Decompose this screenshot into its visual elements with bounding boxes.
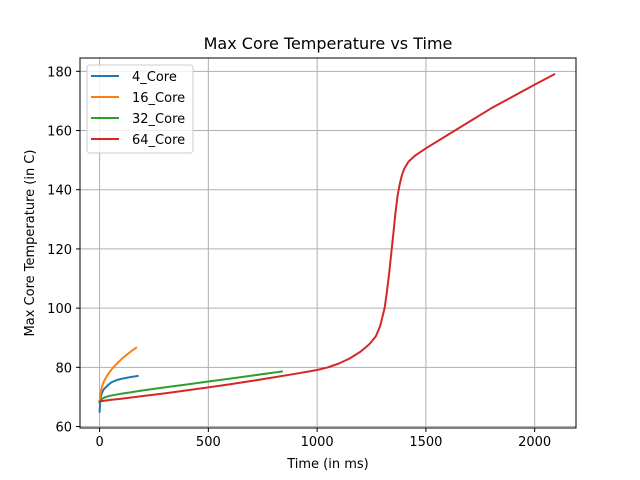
y-axis-label: Max Core Temperature (in C) (23, 150, 38, 337)
y-tick-label: 160 (47, 125, 72, 140)
legend-label-16-core: 16_Core (132, 91, 185, 106)
x-tick-label: 1000 (301, 435, 334, 450)
y-tick-label: 120 (47, 243, 72, 258)
y-tick-label: 180 (47, 65, 72, 80)
x-tick-label: 1500 (409, 435, 442, 450)
legend-label-64-core: 64_Core (132, 133, 185, 148)
y-tick-label: 60 (55, 421, 72, 436)
y-tick-label: 80 (55, 361, 72, 376)
y-tick-label: 100 (47, 302, 72, 317)
legend: 4_Core 16_Core 32_Core 64_Core (87, 65, 193, 153)
x-tick-label: 500 (196, 435, 221, 450)
legend-label-32-core: 32_Core (132, 112, 185, 127)
x-tick-label: 2000 (518, 435, 551, 450)
legend-label-4-core: 4_Core (132, 70, 177, 85)
x-tick-label: 0 (95, 435, 103, 450)
chart-title: Max Core Temperature vs Time (204, 34, 453, 53)
y-tick-label: 140 (47, 184, 72, 199)
x-axis-label: Time (in ms) (286, 457, 369, 472)
